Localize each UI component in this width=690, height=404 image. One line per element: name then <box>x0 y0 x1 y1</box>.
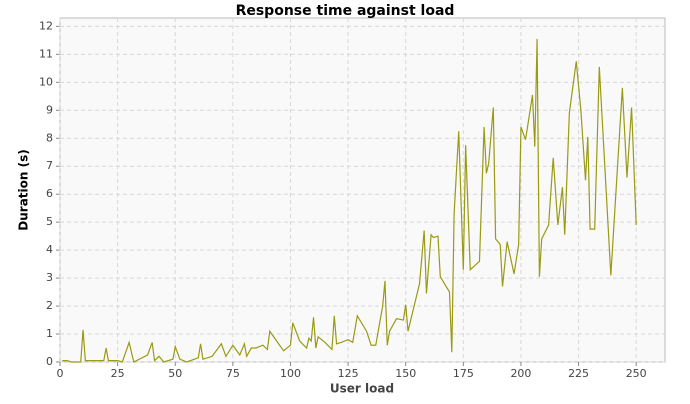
y-tick-label: 5 <box>46 215 53 228</box>
x-tick-label: 250 <box>626 367 647 380</box>
x-tick-label: 75 <box>226 367 240 380</box>
y-tick-label: 7 <box>46 159 53 172</box>
y-tick-label: 4 <box>46 243 53 256</box>
x-tick-label: 225 <box>568 367 589 380</box>
y-tick-label: 2 <box>46 299 53 312</box>
x-tick-label: 175 <box>453 367 474 380</box>
y-tick-label: 3 <box>46 271 53 284</box>
x-axis-label: User load <box>330 382 394 396</box>
x-tick-label: 25 <box>111 367 125 380</box>
x-tick-label: 200 <box>510 367 531 380</box>
y-tick-label: 0 <box>46 355 53 368</box>
x-tick-label: 150 <box>395 367 416 380</box>
x-tick-label: 50 <box>168 367 182 380</box>
x-tick-label: 0 <box>57 367 64 380</box>
y-tick-label: 10 <box>39 75 53 88</box>
data-line <box>62 38 637 363</box>
y-tick-label: 9 <box>46 103 53 116</box>
x-tick-label: 125 <box>338 367 359 380</box>
x-tick-label: 100 <box>280 367 301 380</box>
y-tick-label: 11 <box>39 47 53 60</box>
y-axis-label: Duration (s) <box>17 149 31 230</box>
y-tick-label: 1 <box>46 327 53 340</box>
y-tick-label: 6 <box>46 187 53 200</box>
y-tick-label: 12 <box>39 19 53 32</box>
y-tick-label: 8 <box>46 131 53 144</box>
chart-title: Response time against load <box>236 3 455 19</box>
plot-area <box>59 17 666 363</box>
